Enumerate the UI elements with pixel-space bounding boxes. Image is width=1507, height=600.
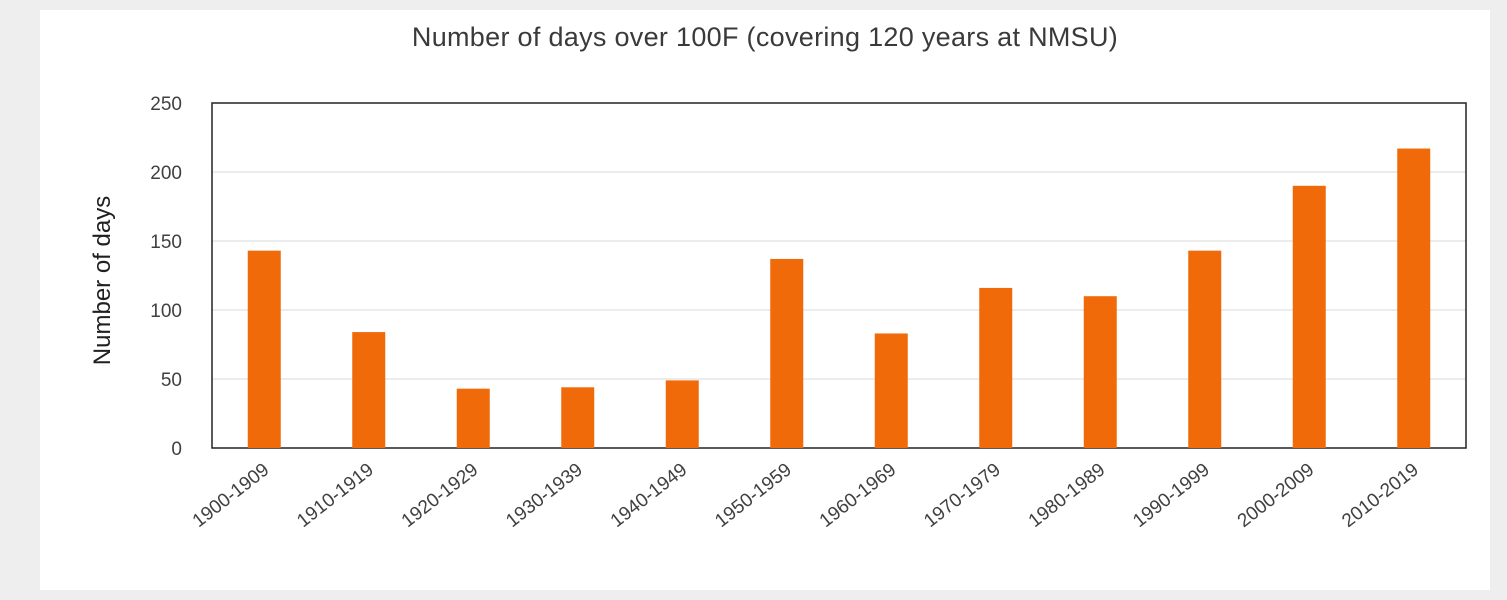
x-tick-label: 1920-1929 <box>398 459 483 531</box>
y-tick-label: 150 <box>150 232 182 253</box>
x-tick-label: 2000-2009 <box>1234 459 1319 531</box>
bar-2000-2009 <box>1292 185 1326 449</box>
y-tick-label: 200 <box>150 163 182 184</box>
x-tick-label: 1950-1959 <box>711 459 796 531</box>
x-tick-label: 1930-1939 <box>502 459 587 531</box>
bars <box>247 148 1431 449</box>
y-axis-label: Number of days <box>89 196 116 365</box>
x-tick-label: 1970-1979 <box>920 459 1005 531</box>
bar-1960-1969 <box>874 333 908 448</box>
bar-1990-1999 <box>1188 250 1222 448</box>
chart-title: Number of days over 100F (covering 120 y… <box>411 22 1119 52</box>
plot-area-frame <box>211 102 1467 449</box>
y-tick-label: 100 <box>150 301 182 322</box>
x-tick-label: 1940-1949 <box>607 459 692 531</box>
x-tick-label: 1960-1969 <box>816 459 901 531</box>
bar-1920-1929 <box>456 388 490 448</box>
x-tick-label: 1910-1919 <box>293 459 378 531</box>
bar-1900-1909 <box>247 250 281 448</box>
bar-2010-2019 <box>1397 148 1431 449</box>
y-axis-ticks: 0 50 100 150 200 250 <box>150 94 182 460</box>
x-tick-label: 1990-1999 <box>1129 459 1214 531</box>
x-axis-ticks: 1900-1909 1910-1919 1920-1929 1930-1939 1940… <box>189 459 1423 531</box>
y-tick-label: 250 <box>150 94 182 115</box>
bar-1930-1939 <box>561 387 595 448</box>
bar-1950-1959 <box>770 258 804 448</box>
y-tick-label: 50 <box>161 370 182 391</box>
bar-1980-1989 <box>1083 296 1117 448</box>
x-tick-label: 1900-1909 <box>189 459 274 531</box>
bar-1910-1919 <box>352 332 386 448</box>
bar-1970-1979 <box>979 287 1013 448</box>
x-tick-label: 1980-1989 <box>1025 459 1110 531</box>
gridlines <box>212 171 1466 380</box>
bar-1940-1949 <box>665 380 699 448</box>
y-tick-label: 0 <box>171 439 182 460</box>
x-tick-label: 2010-2019 <box>1338 459 1423 531</box>
chart-card <box>40 10 1490 590</box>
